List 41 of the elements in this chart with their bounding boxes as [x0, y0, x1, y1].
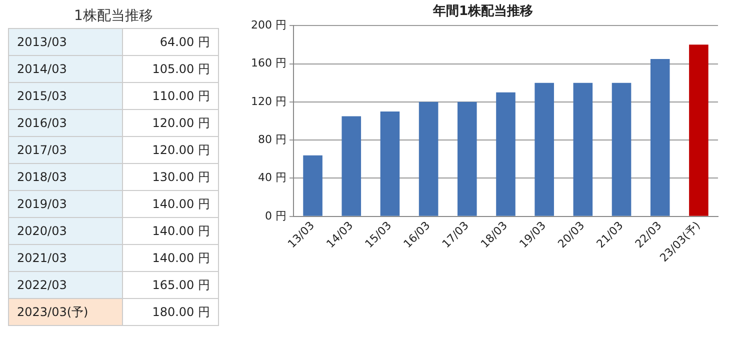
y-tick-label: 160 円	[250, 56, 286, 70]
text: 130.00 円	[152, 170, 210, 184]
text: 165.00 円	[152, 278, 210, 292]
category-label: 2013/03	[8, 28, 122, 56]
category-label: 2018/03	[8, 164, 122, 190]
y-tick-label: 200 円	[250, 18, 286, 32]
category-label: 2017/03	[8, 136, 122, 164]
bar	[650, 58, 670, 216]
bar	[689, 44, 708, 216]
text: 64.00 円	[160, 34, 210, 48]
bar	[573, 82, 593, 216]
bar	[612, 82, 632, 216]
text: 180.00 円	[152, 304, 210, 318]
text: 1株配当推移	[73, 7, 154, 26]
category-label: 2021/03	[8, 244, 122, 272]
bar	[418, 102, 438, 216]
bar	[303, 155, 322, 216]
category-label: 2020/03	[8, 218, 122, 244]
text: 140.00 円	[152, 250, 210, 264]
text: 120.00 円	[152, 116, 210, 130]
bar	[496, 92, 516, 216]
y-tick-label: 40 円	[258, 171, 286, 184]
text: 105.00 円	[152, 62, 210, 76]
text: 120.00 円	[152, 142, 210, 156]
y-tick-label: 80 円	[258, 132, 286, 146]
y-tick-label: 0 円	[264, 209, 286, 222]
chart-title: 年間1株配当推移	[432, 4, 534, 20]
category-label: 2023/03(予)	[8, 298, 122, 326]
bar	[458, 102, 477, 216]
category-label: 2016/03	[8, 110, 122, 136]
text: 110.00 円	[152, 88, 210, 102]
bar	[342, 116, 362, 216]
category-label: 2015/03	[8, 82, 122, 110]
bar	[380, 111, 400, 216]
category-label: 2014/03	[8, 56, 122, 82]
text: 140.00 円	[152, 224, 210, 238]
bar	[534, 82, 554, 216]
y-tick-label: 120 円	[250, 94, 286, 108]
category-label: 2022/03	[8, 272, 122, 298]
category-label: 2019/03	[8, 190, 122, 218]
text: 140.00 円	[152, 196, 210, 210]
